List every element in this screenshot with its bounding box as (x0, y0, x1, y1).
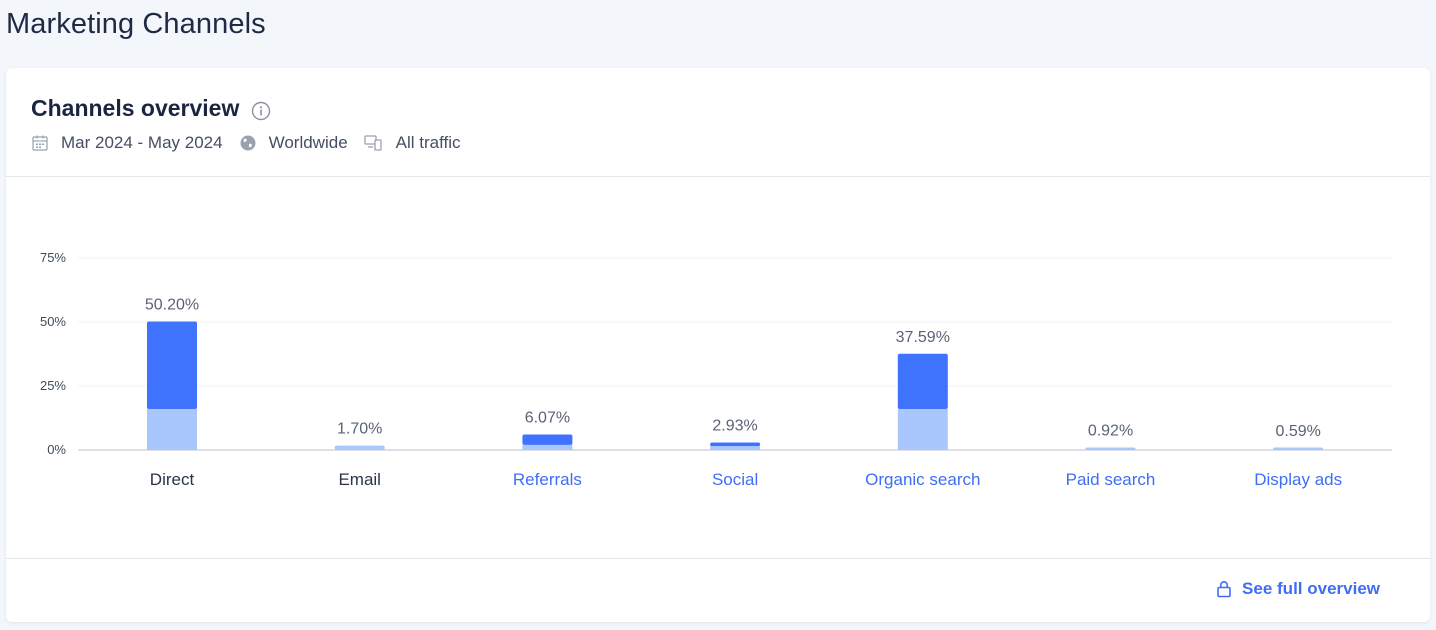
filter-meta-row: Mar 2024 - May 2024 Worldwide All traffi… (31, 131, 477, 155)
calendar-icon (32, 135, 48, 151)
bar-dark[interactable] (710, 442, 761, 447)
card-footer: See full overview (6, 558, 1430, 623)
date-range-label: Mar 2024 - May 2024 (61, 133, 223, 152)
bar-value-label: 0.92% (1088, 423, 1133, 440)
bar-light[interactable] (897, 409, 948, 450)
x-category-label[interactable]: Social (712, 470, 758, 489)
bar-value-label: 37.59% (896, 329, 950, 346)
channels-bar-chart: 0% 25% 50% 75% 50.20% Direct 1.70% Email 6.07% Re… (6, 176, 1430, 558)
region-filter: Worldwide (239, 133, 348, 153)
date-range-filter: Mar 2024 - May 2024 (31, 133, 223, 153)
see-full-overview-link[interactable]: See full overview (1216, 579, 1380, 599)
card-title: Channels overview (31, 95, 240, 121)
x-category-label[interactable]: Referrals (513, 470, 582, 489)
bar-light[interactable] (522, 444, 573, 450)
bar-light[interactable] (1273, 447, 1324, 451)
traffic-label: All traffic (395, 133, 461, 152)
bar-value-label: 1.70% (337, 421, 382, 438)
y-tick-label: 50% (40, 314, 66, 329)
x-category-label: Direct (150, 470, 195, 489)
bar-light[interactable] (334, 445, 385, 450)
bar-dark[interactable] (897, 353, 948, 410)
traffic-filter: All traffic (364, 133, 461, 153)
bar-value-label: 2.93% (712, 417, 757, 434)
y-tick-label: 0% (47, 442, 66, 457)
chart-svg: 0% 25% 50% 75% 50.20% Direct 1.70% Email 6.07% Re… (40, 250, 1392, 489)
channels-overview-card: Channels overview (6, 68, 1430, 622)
bar-light[interactable] (1085, 447, 1136, 451)
x-category-label[interactable]: Organic search (865, 470, 980, 489)
region-label: Worldwide (268, 133, 348, 152)
y-tick-label: 75% (40, 250, 66, 265)
bar-dark[interactable] (522, 434, 573, 445)
bar-value-label: 0.59% (1276, 423, 1321, 440)
devices-icon (364, 135, 382, 151)
lock-icon (1217, 581, 1231, 598)
globe-icon (240, 135, 256, 151)
x-category-label[interactable]: Paid search (1066, 470, 1156, 489)
bar-light[interactable] (710, 446, 761, 450)
bar-dark[interactable] (147, 321, 197, 410)
page-title: Marketing Channels (6, 8, 266, 40)
see-full-overview-label: See full overview (1242, 579, 1380, 598)
x-category-label[interactable]: Display ads (1254, 470, 1342, 489)
bar-value-label: 6.07% (525, 409, 570, 426)
info-icon[interactable] (251, 101, 271, 121)
bar-value-label: 50.20% (145, 296, 199, 313)
y-tick-label: 25% (40, 378, 66, 393)
card-header: Channels overview (6, 68, 1430, 177)
bar-light[interactable] (147, 409, 197, 450)
x-category-label: Email (338, 470, 381, 489)
